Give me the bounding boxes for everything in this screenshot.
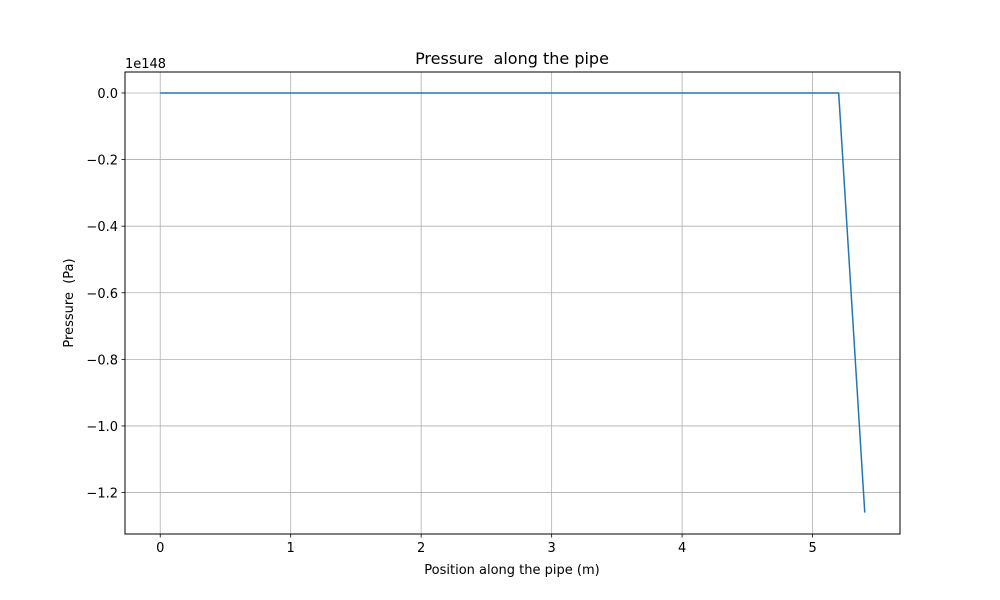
x-axis-label: Position along the pipe (m): [424, 563, 599, 578]
y-tick-label: −0.8: [86, 353, 118, 368]
pressure-series-line: [160, 92, 866, 513]
x-tick-label: 3: [548, 541, 556, 556]
y-tick-label: −0.2: [86, 154, 118, 169]
y-tick-label: −1.2: [86, 487, 118, 502]
series-lines: [160, 92, 866, 513]
y-tick-label: −0.6: [86, 287, 118, 302]
y-tick-label: −1.0: [86, 420, 118, 435]
x-tick-label: 1: [287, 541, 295, 556]
x-tick-label: 5: [808, 541, 816, 556]
x-tick-label: 4: [678, 541, 686, 556]
y-axis-offset-text: 1e148: [125, 57, 166, 72]
y-tick-label: 0.0: [97, 87, 118, 102]
y-axis-label: Pressure (Pa): [62, 258, 77, 347]
x-tick-label: 2: [417, 541, 425, 556]
y-axis-ticks: 0.0 −0.2 −0.4 −0.6 −0.8 −1.0 −1.2: [86, 87, 125, 502]
plot-frame: [124, 71, 901, 535]
x-axis-ticks: 0 1 2 3 4 5: [156, 534, 817, 556]
chart-title: Pressure along the pipe: [415, 49, 609, 68]
grid-lines: [125, 72, 900, 534]
x-tick-label: 0: [156, 541, 164, 556]
y-tick-label: −0.4: [86, 220, 118, 235]
